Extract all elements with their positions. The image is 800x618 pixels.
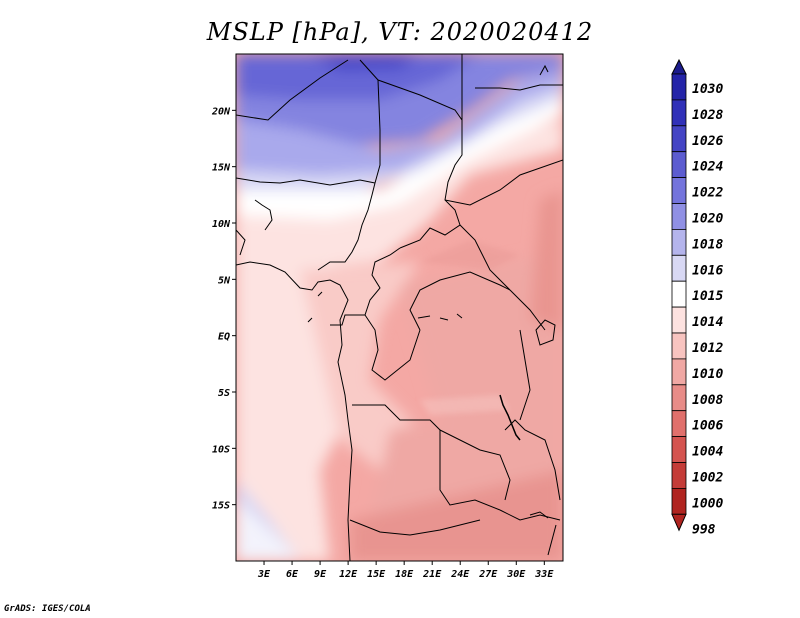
pressure-field [236, 54, 563, 561]
colorbar-label: 1006 [692, 419, 723, 434]
colorbar-label: 1030 [692, 82, 723, 97]
y-tick-label: EQ [218, 332, 230, 343]
colorbar-label: 1008 [692, 393, 723, 408]
colorbar-label: 1022 [692, 186, 723, 201]
colorbar-label: 1010 [692, 367, 723, 382]
colorbar-label: 1002 [692, 471, 723, 486]
colorbar-segment [671, 177, 687, 204]
x-tick-label: 18E [395, 569, 414, 580]
x-tick-label: 15E [367, 569, 386, 580]
x-axis: 3E 6E 9E 12E 15E 18E 21E 24E 27E 30E 33E [257, 561, 554, 580]
x-tick-label: 21E [422, 569, 442, 580]
colorbar-segment [671, 125, 687, 153]
colorbar-segment [671, 280, 687, 308]
colorbar-segment [671, 228, 687, 256]
colorbar-label: 1024 [692, 160, 723, 175]
colorbar-label: 1012 [692, 341, 723, 356]
colorbar-segment [671, 151, 687, 178]
y-tick-label: 15N [212, 163, 231, 174]
colorbar-segment [671, 254, 687, 282]
colorbar-label: 1014 [692, 315, 723, 330]
colorbar-segment [671, 358, 687, 386]
x-tick-label: 24E [450, 569, 470, 580]
colorbar-segment [671, 462, 687, 489]
y-tick-label: 10N [212, 219, 231, 230]
map-outlines [236, 54, 563, 561]
colorbar-label: 998 [692, 522, 716, 537]
colorbar-label: 1026 [692, 134, 723, 149]
colorbar-segment [671, 487, 687, 515]
colorbar-label: 1015 [692, 289, 723, 304]
y-tick-label: 20N [211, 106, 231, 117]
x-tick-label: 6E [286, 569, 299, 580]
y-tick-label: 5N [218, 275, 231, 286]
y-axis: 20N 15N 10N 5N EQ 5S 10S 15S [211, 106, 236, 512]
colorbar-segment [671, 306, 687, 334]
colorbar-label: 1028 [692, 108, 723, 123]
y-tick-label: 5S [218, 388, 230, 399]
colorbar-top-arrow [671, 58, 687, 75]
colorbar-segment [671, 384, 687, 412]
map-frame [235, 53, 564, 562]
x-tick-label: 3E [257, 569, 271, 580]
colorbar-segment [671, 73, 687, 101]
colorbar-segment [671, 436, 687, 463]
colorbar-label: 1018 [692, 237, 723, 252]
x-tick-label: 12E [339, 569, 358, 580]
x-tick-label: 30E [506, 569, 526, 580]
x-tick-label: 33E [534, 569, 554, 580]
colorbar-segment [671, 203, 687, 230]
colorbar-label: 1020 [692, 212, 723, 227]
colorbar-label: 1004 [692, 445, 723, 460]
colorbar-segment [671, 332, 687, 360]
chart-title: MSLP [hPa], VT: 2020020412 [206, 18, 594, 46]
y-tick-label: 10S [212, 444, 230, 455]
colorbar-label: 1016 [692, 263, 723, 278]
colorbar: 1030 1028 1026 1024 1022 1020 1018 1016 1015 1014… [671, 58, 723, 537]
colorbar-bottom-arrow [671, 513, 687, 532]
x-tick-label: 27E [478, 569, 498, 580]
colorbar-segment [671, 410, 687, 438]
x-tick-label: 9E [314, 569, 327, 580]
colorbar-label: 1000 [692, 496, 723, 511]
colorbar-segment [671, 99, 687, 127]
y-tick-label: 15S [212, 501, 230, 512]
credit-text: GrADS: IGES/COLA [4, 604, 91, 614]
